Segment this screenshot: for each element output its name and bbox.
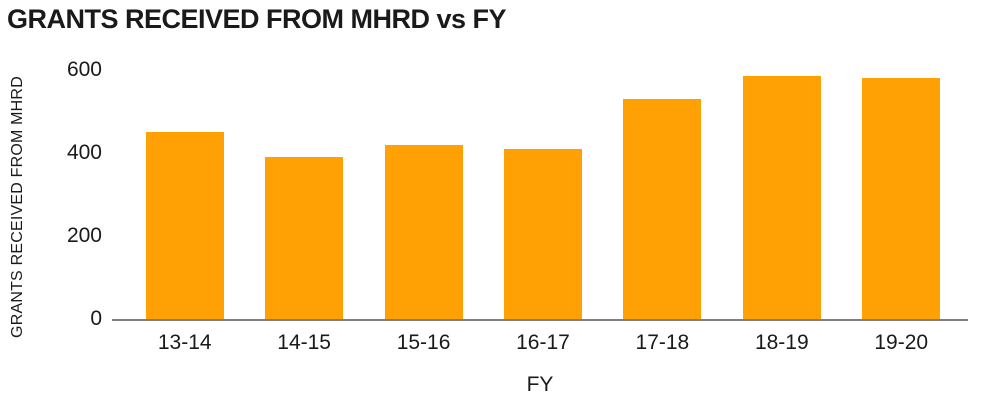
x-tick-label: 17-18: [635, 331, 690, 354]
bar-slot: [364, 70, 483, 319]
x-tick-label: 14-15: [277, 331, 331, 354]
bar-19-20: [862, 78, 941, 319]
bar-14-15: [265, 157, 344, 319]
y-tick-label: 0: [90, 307, 102, 330]
bar-slot: [244, 70, 363, 319]
y-tick-label: 200: [66, 224, 102, 247]
bar-slot: [603, 70, 722, 319]
x-axis-title: FY: [526, 373, 554, 396]
bar-slot: [125, 70, 244, 319]
x-tick-label: 16-17: [516, 331, 570, 354]
x-tick-label: 19-20: [874, 331, 929, 354]
bar-slot: [483, 70, 602, 319]
y-tick-label: 400: [66, 141, 102, 164]
plot-area: 600 400 200 0 13-14 14-15 15-16 16-17 17-18 18-1…: [67, 58, 968, 354]
x-tick-label: 18-19: [754, 331, 809, 354]
bar-17-18: [623, 99, 702, 319]
bar-slot: [722, 70, 841, 319]
bar-18-19: [742, 76, 821, 319]
x-axis-tick-labels: 13-14 14-15 15-16 16-17 17-18 18-19 19-20: [112, 321, 968, 355]
bar-slot: [842, 70, 961, 319]
x-tick-label: 15-16: [396, 331, 451, 354]
bar-16-17: [503, 148, 582, 319]
y-axis-title: GRANTS RECEIVED FROM MHRD: [9, 76, 26, 338]
bar-13-14: [145, 132, 224, 319]
y-tick-label: 600: [66, 58, 102, 81]
bars-container: [112, 70, 968, 319]
x-tick-label: 13-14: [157, 331, 212, 354]
bar-15-16: [384, 144, 463, 319]
y-axis-ticks: 600 400 200 0: [67, 58, 968, 330]
chart-title: GRANTS RECEIVED FROM MHRD vs FY: [7, 4, 507, 34]
